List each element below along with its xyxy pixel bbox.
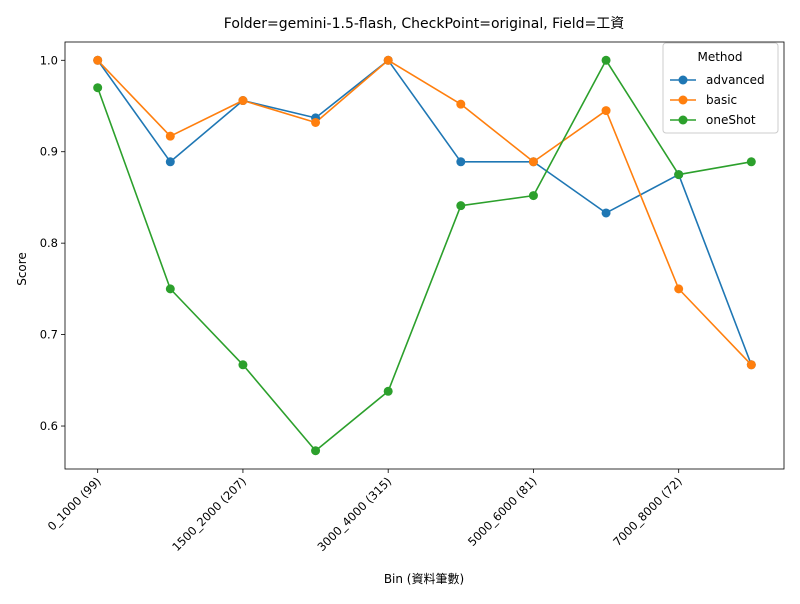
legend-frame — [662, 42, 779, 134]
series-line-advanced — [97, 59, 753, 366]
y-tick-label: 0.8 — [40, 236, 58, 250]
legend-label-basic: basic — [706, 93, 737, 107]
y-tick-label: 1.0 — [40, 53, 58, 67]
legend-marker-oneShot — [678, 115, 688, 125]
data-point-basic — [238, 96, 248, 106]
y-axis-label: Score — [15, 252, 29, 286]
series-line-oneShot — [96, 59, 752, 452]
legend-marker-basic — [678, 95, 688, 105]
legend: Method advanced basic oneShot — [662, 42, 779, 134]
data-point-oneShot — [528, 191, 538, 201]
data-point-basic — [528, 157, 538, 167]
data-point-basic — [456, 99, 466, 109]
y-tick-label: 0.9 — [40, 145, 58, 159]
series-line-basic — [97, 59, 752, 366]
legend-title: Method — [697, 50, 742, 64]
data-point-oneShot — [93, 83, 103, 93]
data-point-basic — [383, 55, 393, 65]
data-point-basic — [746, 360, 756, 370]
legend-marker-advanced — [678, 75, 688, 85]
data-point-oneShot — [383, 386, 393, 396]
y-tick-label: 0.6 — [40, 419, 58, 433]
data-point-basic — [674, 284, 684, 294]
x-axis-label: Bin (資料筆數) — [384, 572, 464, 586]
data-point-oneShot — [601, 55, 611, 65]
y-tick-label: 0.7 — [40, 328, 58, 342]
data-point-oneShot — [674, 170, 684, 180]
axes-frame — [64, 41, 785, 470]
data-point-oneShot — [311, 446, 321, 456]
chart-title: Folder=gemini-1.5-flash, CheckPoint=orig… — [224, 16, 624, 32]
data-point-basic — [311, 117, 321, 127]
legend-label-advanced: advanced — [706, 73, 765, 87]
data-point-basic — [93, 55, 103, 65]
data-point-oneShot — [165, 284, 175, 294]
data-point-oneShot — [746, 157, 756, 167]
data-point-basic — [601, 106, 611, 116]
data-point-advanced — [456, 157, 466, 167]
data-point-oneShot — [238, 360, 248, 370]
data-point-advanced — [601, 208, 611, 218]
legend-label-oneShot: oneShot — [706, 113, 756, 127]
data-point-basic — [165, 131, 175, 141]
data-point-oneShot — [456, 201, 466, 211]
data-point-advanced — [165, 157, 175, 167]
